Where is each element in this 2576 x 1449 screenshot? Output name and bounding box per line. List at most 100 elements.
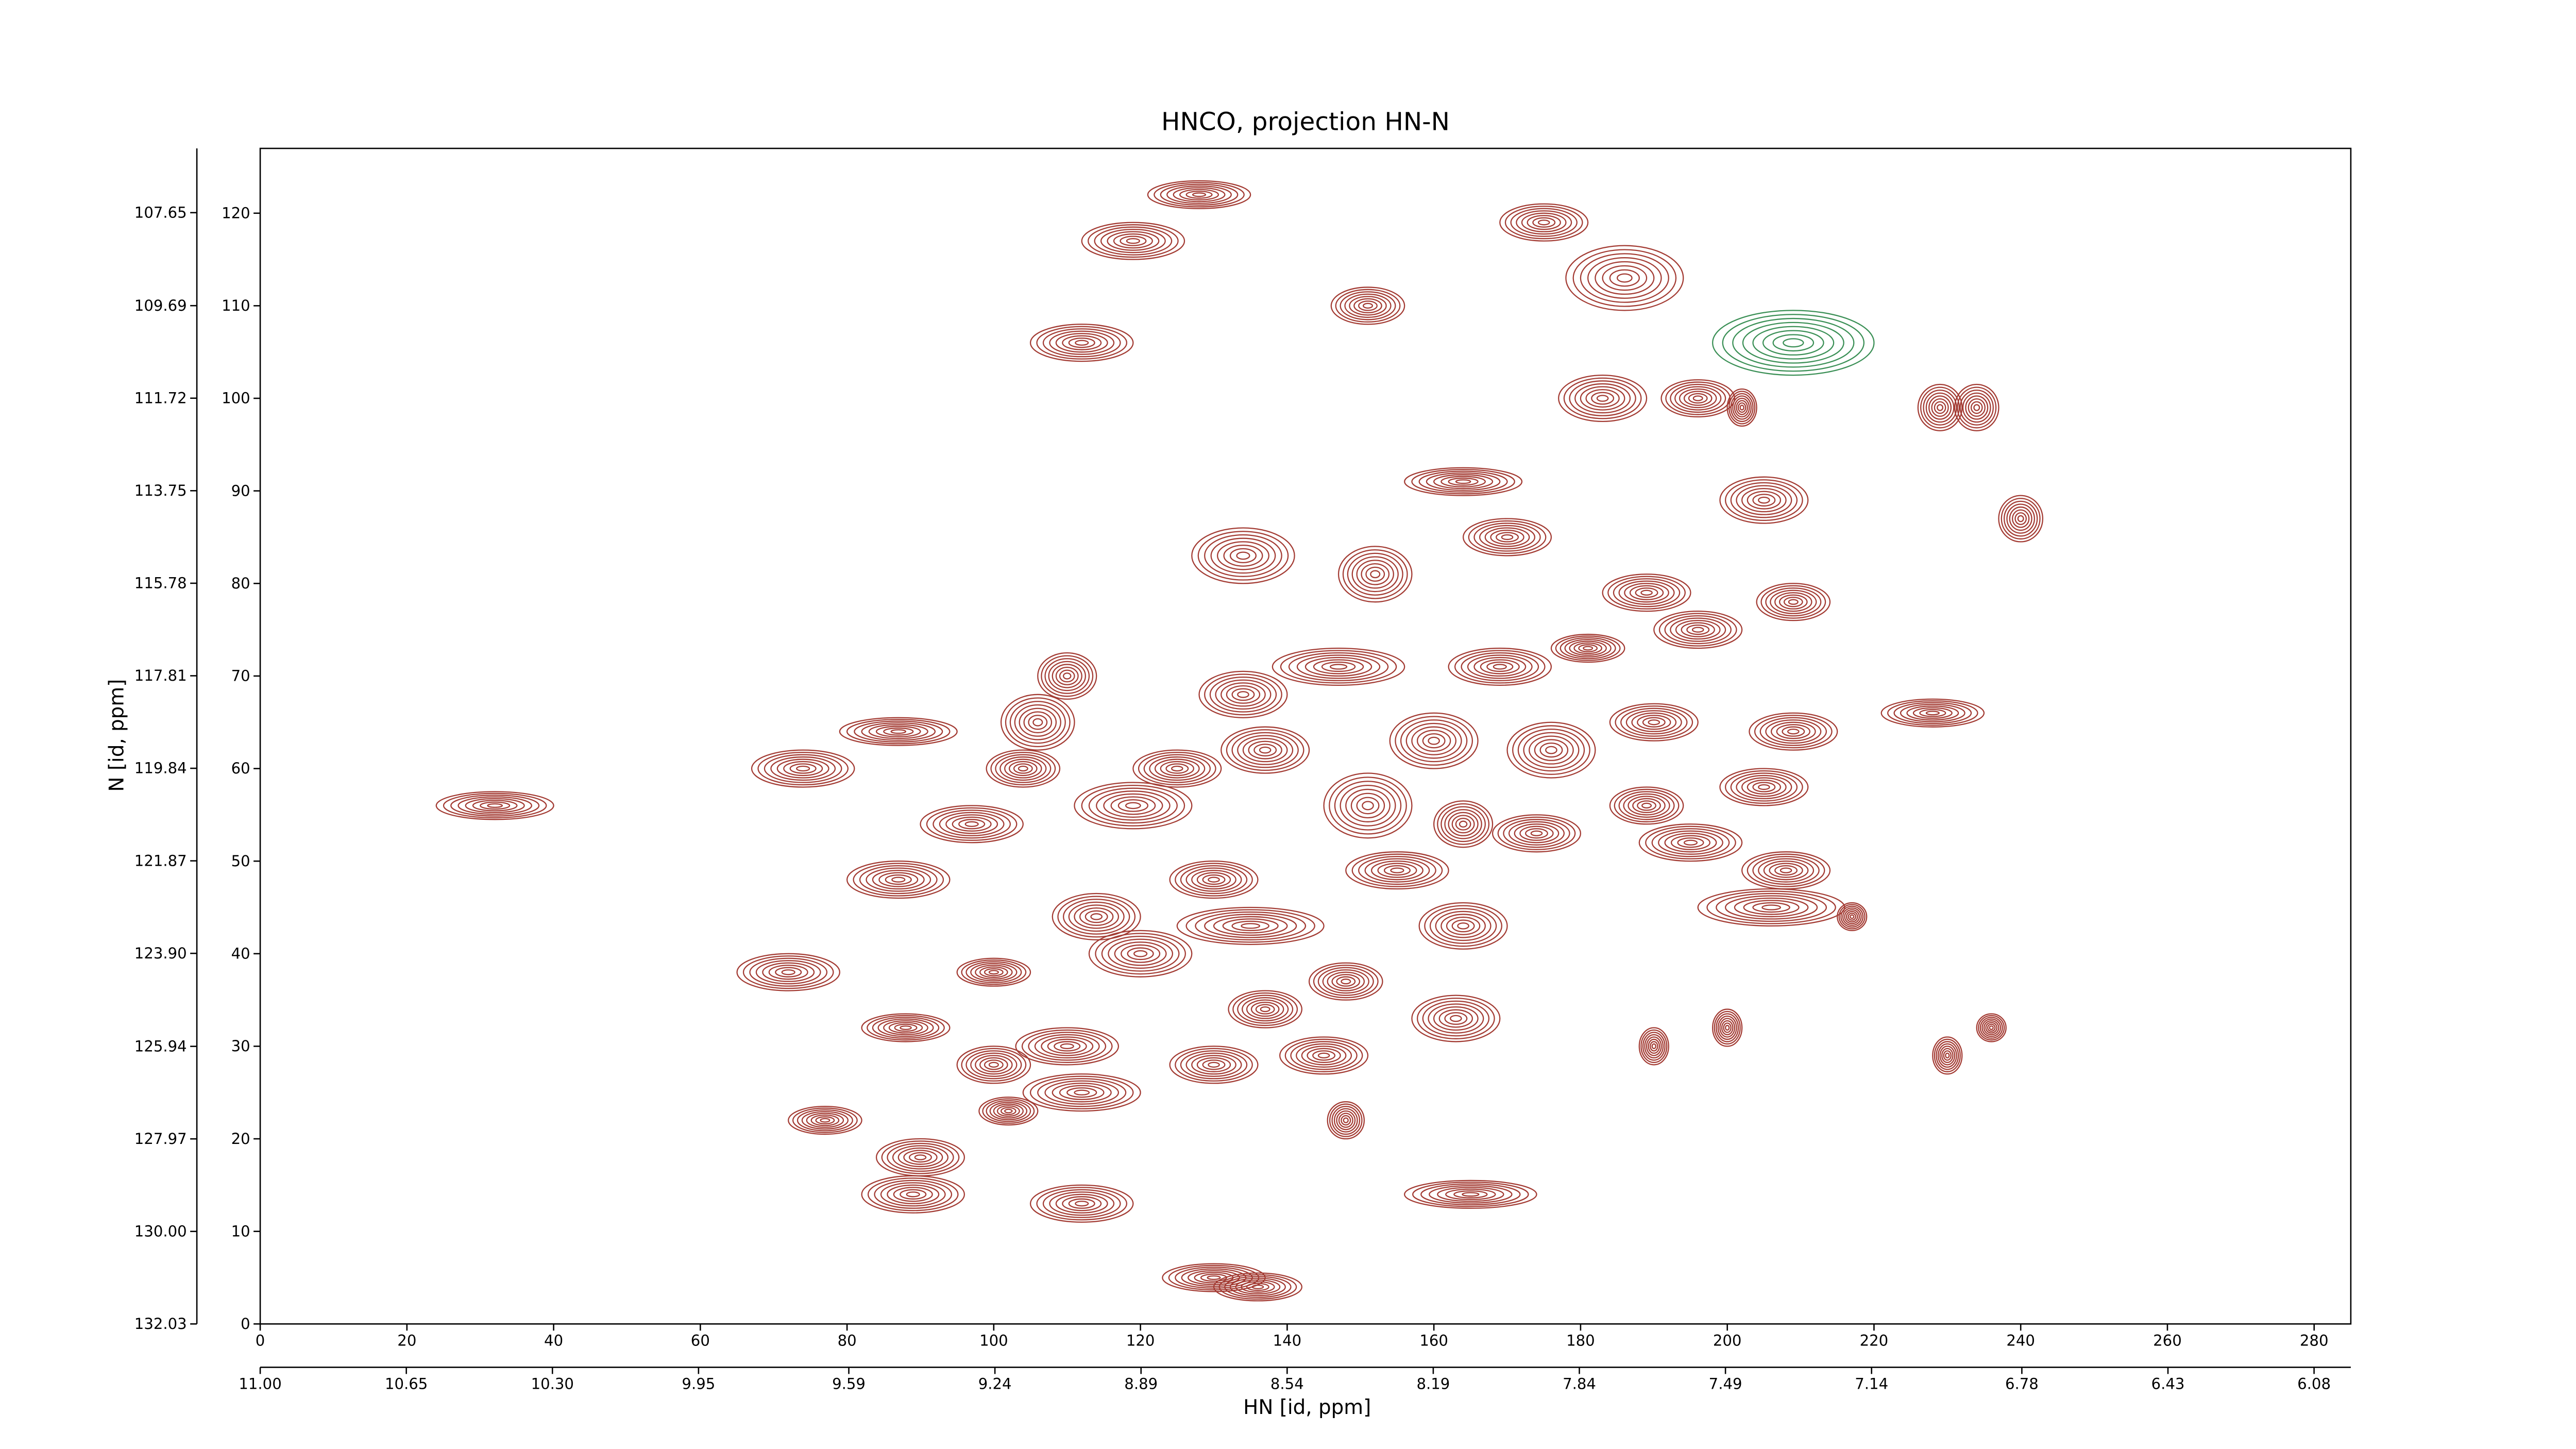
contour-line [1838,904,1866,930]
contour-line [1433,1006,1479,1031]
contour-line [1095,933,1186,975]
contour-line [1736,485,1792,515]
contour-line [1979,1017,2003,1039]
contour-line [1023,711,1053,734]
contour-line [1688,393,1708,404]
y-tick-label: 60 [231,760,250,777]
contour-line [861,1013,951,1042]
peak [956,957,1031,987]
contour-line [1998,495,2044,543]
peak [1074,782,1193,830]
peak [1448,647,1552,686]
peak [1719,768,1809,806]
contour-line [1108,938,1174,969]
contour-line [1237,735,1294,765]
peak [435,791,554,820]
contour-line [770,756,836,781]
contour-line [1473,523,1541,552]
y2-tick-label: 107.65 [134,204,187,221]
peak [861,1175,965,1214]
peak [1081,222,1185,260]
y2-tick-label: 127.97 [134,1130,187,1148]
contour-line [1714,1010,1741,1045]
contour-line [1036,326,1128,360]
contour-line [1642,717,1666,728]
contour-line [1497,816,1576,850]
contour-line [961,959,1027,985]
contour-line [457,796,533,815]
contour-line [988,970,999,975]
contour-line [1445,1188,1496,1201]
contour-line [975,965,1013,980]
contour-line [480,801,511,810]
peak [1756,583,1831,621]
peak [1638,823,1743,862]
contour-line [1228,990,1302,1029]
contour-line [1121,944,1161,963]
contour-line [877,1018,934,1037]
contour-line [801,1111,849,1130]
contour-line [1635,587,1658,598]
contour-line [1765,719,1822,744]
contour-line [1783,338,1804,348]
peak [1998,495,2044,543]
contour-line [1653,611,1743,649]
x2-tick-label: 10.30 [531,1375,574,1393]
contour-line [1060,1043,1074,1050]
contour-line [874,1180,953,1209]
peak [1022,1073,1141,1112]
contour-line [1260,1006,1270,1013]
contour-line [1631,712,1677,732]
contour-line [1550,633,1625,663]
contour-line [1084,910,1108,923]
peak [1272,647,1405,686]
y2-tick-label: 132.03 [134,1315,187,1333]
contour-line [867,1015,945,1041]
contour-line [993,1103,1024,1119]
y2-tick-label: 117.81 [134,667,187,684]
contour-line [1936,1041,1959,1070]
contour-line [1209,677,1277,713]
contour-line [1329,1103,1363,1137]
peak [1308,962,1383,1001]
contour-line [1490,529,1524,545]
peak [1052,892,1141,940]
peak [1411,995,1501,1042]
contour-line [1055,1193,1108,1214]
contour-line [1602,574,1691,612]
contour-line [1034,1034,1100,1059]
contour-line [1462,518,1552,557]
contour-line [1052,892,1141,940]
contour-line [999,756,1047,781]
contour-line [1216,541,1269,570]
contour-line [878,872,919,887]
contour-line [1192,192,1207,197]
contour-line [1226,685,1261,704]
contour-line [1743,900,1800,915]
peak [1506,721,1596,779]
contour-line [984,968,1004,976]
contour-line [1560,637,1616,660]
contour-line [1166,185,1232,204]
contour-line [1330,287,1405,325]
contour-line [1345,788,1391,822]
contour-line [958,819,986,830]
contour-line [1198,670,1288,718]
contour-line [1029,1075,1134,1109]
contour-line [1564,639,1612,658]
contour-line [1628,796,1666,816]
contour-line [1005,697,1071,747]
contour-line [2012,509,2030,528]
contour-line [908,1152,932,1163]
contour-line [1569,380,1636,416]
contour-line [1231,732,1299,768]
peak [1550,633,1625,663]
contour-line [1334,781,1402,831]
contour-line [1340,291,1396,321]
contour-line [1534,739,1569,761]
contour-line [1251,1284,1264,1289]
contour-line [1333,1108,1358,1133]
x-tick-label: 20 [397,1332,416,1349]
contour-line [1327,1101,1365,1140]
contour-line [1255,1004,1275,1015]
